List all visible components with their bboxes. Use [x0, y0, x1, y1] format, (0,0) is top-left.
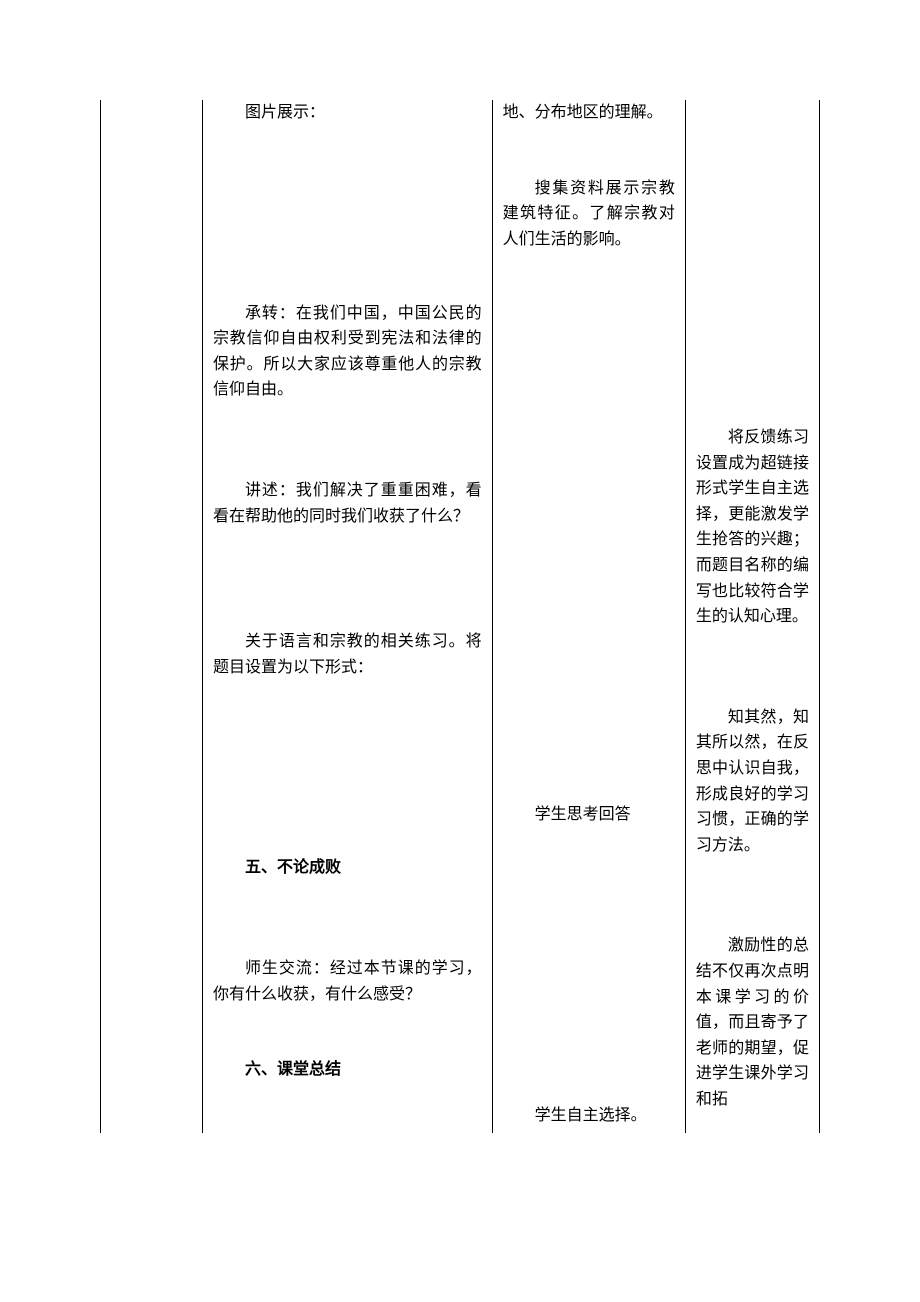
spacer: [213, 251, 482, 301]
student-activity-p1: 地、分布地区的理解。: [503, 100, 675, 126]
spacer: [213, 403, 482, 478]
student-activity-p4: 学生自主选择。: [503, 1103, 675, 1129]
spacer: [503, 627, 675, 752]
spacer: [696, 225, 809, 350]
spacer: [696, 630, 809, 705]
spacer: [213, 805, 482, 855]
spacer: [503, 828, 675, 953]
design-intent-p2: 知其然，知其所以然，在反思中认识自我，形成良好的学习习惯，正确的学习方法。: [696, 705, 809, 859]
spacer: [503, 126, 675, 176]
student-activity-p2: 搜集资料展示宗教建筑特征。了解宗教对人们生活的影响。: [503, 176, 675, 253]
section-heading-5: 五、不论成败: [213, 855, 482, 881]
student-activity-p3: 学生思考回答: [503, 802, 675, 828]
spacer: [213, 1007, 482, 1057]
spacer: [503, 752, 675, 802]
teacher-activity-p6: 师生交流：经过本节课的学习，你有什么收获，有什么感受？: [213, 956, 482, 1007]
spacer: [213, 126, 482, 251]
spacer: [503, 252, 675, 377]
spacer: [503, 502, 675, 627]
spacer: [213, 1083, 482, 1133]
spacer: [503, 953, 675, 1078]
page-container: 图片展示： 承转：在我们中国，中国公民的宗教信仰自由权利受到宪法和法律的保护。所…: [0, 0, 920, 1233]
section-heading-6: 六、课堂总结: [213, 1057, 482, 1083]
spacer: [696, 858, 809, 933]
column-3: 地、分布地区的理解。 搜集资料展示宗教建筑特征。了解宗教对人们生活的影响。 学生…: [492, 100, 685, 1133]
spacer: [503, 377, 675, 502]
teacher-activity-p2: 承转：在我们中国，中国公民的宗教信仰自由权利受到宪法和法律的保护。所以大家应该尊…: [213, 301, 482, 403]
column-1: [101, 100, 203, 1133]
spacer: [213, 881, 482, 956]
column-4: 将反馈练习设置成为超链接形式学生自主选择，更能激发学生抢答的兴趣；而题目名称的编…: [685, 100, 819, 1133]
design-intent-p3: 激励性的总结不仅再次点明本课学习的价值，而且寄予了老师的期望，促进学生课外学习和…: [696, 933, 809, 1112]
teacher-activity-p1: 图片展示：: [213, 100, 482, 126]
spacer: [696, 100, 809, 225]
spacer: [503, 1078, 675, 1103]
lesson-plan-table: 图片展示： 承转：在我们中国，中国公民的宗教信仰自由权利受到宪法和法律的保护。所…: [100, 100, 820, 1133]
teacher-activity-p4: 关于语言和宗教的相关练习。将题目设置为以下形式：: [213, 629, 482, 680]
spacer: [213, 680, 482, 805]
column-2: 图片展示： 承转：在我们中国，中国公民的宗教信仰自由权利受到宪法和法律的保护。所…: [202, 100, 492, 1133]
design-intent-p1: 将反馈练习设置成为超链接形式学生自主选择，更能激发学生抢答的兴趣；而题目名称的编…: [696, 425, 809, 630]
spacer: [696, 350, 809, 425]
teacher-activity-p3: 讲述：我们解决了重重困难，看看在帮助他的同时我们收获了什么？: [213, 478, 482, 529]
spacer: [213, 529, 482, 629]
table-row: 图片展示： 承转：在我们中国，中国公民的宗教信仰自由权利受到宪法和法律的保护。所…: [101, 100, 820, 1133]
